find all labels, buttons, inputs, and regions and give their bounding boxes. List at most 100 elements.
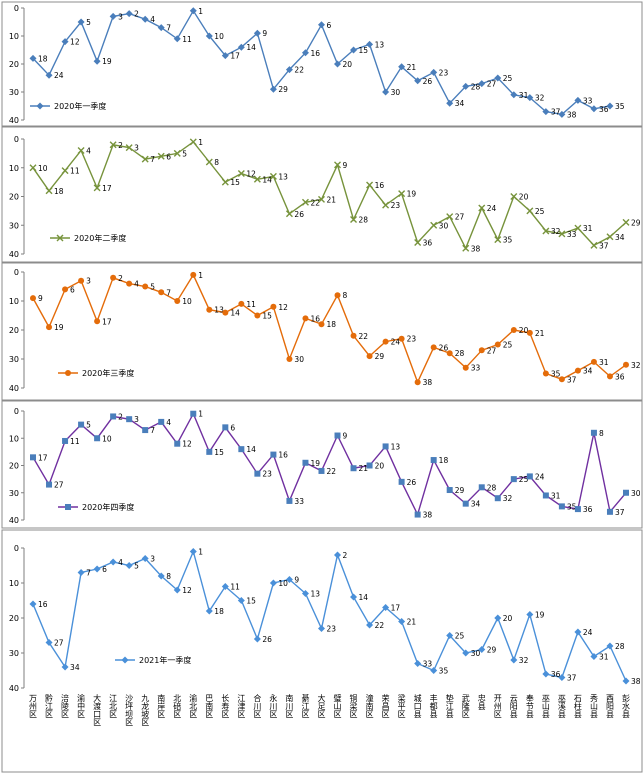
data-point: [398, 478, 405, 485]
data-point: [334, 161, 342, 169]
y-tick-label: 30: [9, 221, 19, 230]
data-label: 6: [230, 423, 235, 432]
y-tick-label: 0: [14, 4, 19, 13]
data-point: [558, 376, 565, 383]
x-category-label: 垫江县: [445, 693, 454, 719]
data-label: 37: [567, 375, 577, 384]
data-label: 30: [439, 221, 449, 230]
data-point: [622, 677, 630, 685]
data-point: [526, 94, 534, 102]
legend: 2020年一季度: [30, 101, 106, 111]
data-label: 14: [246, 445, 256, 454]
x-category-label: 渝北区: [189, 693, 198, 718]
data-point: [446, 213, 454, 221]
data-point: [494, 614, 502, 622]
legend-marker: [36, 102, 44, 110]
data-label: 30: [631, 489, 641, 498]
data-point: [350, 216, 358, 223]
data-label: 24: [535, 472, 545, 481]
data-point: [526, 207, 534, 215]
data-label: 31: [599, 653, 609, 662]
data-point: [478, 347, 485, 354]
data-label: 22: [326, 467, 336, 476]
data-label: 8: [343, 291, 348, 300]
data-label: 13: [375, 40, 385, 49]
data-point: [189, 548, 197, 555]
data-point-stroke-b: [446, 213, 454, 221]
data-label: 3: [134, 415, 139, 424]
data-label: 19: [54, 323, 64, 332]
data-point-stroke-b: [61, 167, 69, 175]
data-point: [366, 181, 374, 189]
data-label: 35: [503, 236, 513, 245]
data-label: 21: [407, 63, 417, 72]
data-point: [254, 470, 261, 477]
data-point: [45, 71, 53, 79]
data-point: [398, 335, 405, 342]
data-point: [574, 506, 581, 513]
data-point: [622, 218, 630, 226]
data-label: 19: [310, 459, 320, 468]
data-point: [526, 329, 533, 336]
data-label: 18: [54, 187, 64, 196]
y-tick-label: 20: [9, 614, 19, 623]
data-point: [558, 503, 565, 510]
data-point-stroke-b: [590, 241, 598, 249]
data-point: [29, 54, 37, 62]
data-label: 6: [102, 565, 107, 574]
x-category-label: 大足区: [317, 693, 326, 718]
data-label: 38: [471, 244, 481, 253]
data-label: 13: [278, 172, 288, 181]
x-category-label: 潼南区: [365, 693, 374, 718]
data-point-stroke-b: [221, 178, 229, 186]
data-label: 31: [551, 491, 561, 500]
data-point: [157, 572, 165, 580]
data-label: 29: [278, 85, 288, 94]
data-point: [189, 7, 197, 15]
data-label: 34: [583, 367, 593, 376]
data-point: [334, 60, 342, 68]
x-category-label: 渝中区: [77, 693, 86, 718]
data-point: [350, 465, 357, 472]
data-label: 36: [583, 505, 593, 514]
data-label: 33: [471, 364, 481, 373]
data-label: 34: [70, 663, 80, 672]
data-point: [510, 656, 518, 664]
data-label: 34: [471, 500, 481, 509]
data-point: [382, 338, 389, 345]
data-label: 23: [326, 625, 336, 634]
y-tick-label: 0: [14, 407, 19, 416]
data-label: 21: [359, 464, 369, 473]
data-point-stroke-b: [301, 198, 309, 206]
x-category-label: 南岸区: [157, 693, 166, 718]
data-point: [350, 593, 358, 601]
series-line: [32, 549, 627, 682]
data-point: [590, 241, 598, 249]
data-point: [510, 193, 518, 200]
data-label: 10: [278, 579, 288, 588]
data-point: [77, 18, 85, 26]
data-point-stroke-b: [414, 239, 422, 246]
data-point: [46, 481, 53, 488]
data-label: 28: [455, 349, 465, 358]
data-point: [462, 244, 470, 252]
data-point: [446, 487, 453, 494]
data-label: 27: [487, 346, 497, 355]
data-point: [93, 184, 101, 192]
data-label: 3: [86, 277, 91, 286]
data-point: [366, 40, 374, 48]
data-point: [430, 667, 438, 674]
data-point-stroke-b: [398, 190, 406, 198]
x-category-label: 忠县: [477, 694, 486, 711]
data-point: [542, 227, 550, 235]
data-label: 12: [246, 170, 256, 179]
data-label: 24: [54, 71, 64, 80]
data-label: 5: [182, 149, 187, 158]
data-label: 27: [487, 80, 497, 89]
data-point: [61, 663, 69, 671]
data-point-stroke-b: [430, 221, 438, 229]
data-point: [285, 66, 293, 74]
data-point: [414, 379, 421, 386]
data-point: [414, 239, 422, 246]
